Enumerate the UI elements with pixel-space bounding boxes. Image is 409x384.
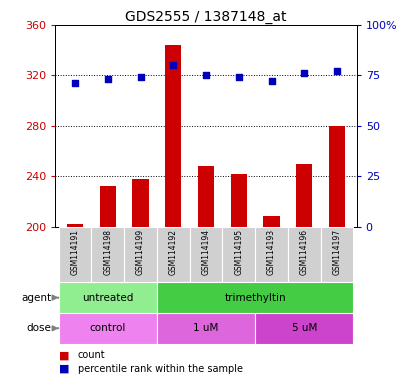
Bar <box>295 164 312 227</box>
Point <box>72 80 78 86</box>
Text: percentile rank within the sample: percentile rank within the sample <box>78 364 242 374</box>
Bar <box>58 227 91 282</box>
Text: GSM114194: GSM114194 <box>201 229 210 275</box>
Text: GSM114193: GSM114193 <box>266 229 275 275</box>
Bar <box>254 313 353 344</box>
Point <box>104 76 111 83</box>
Bar <box>328 126 344 227</box>
Bar <box>67 224 83 227</box>
Text: count: count <box>78 350 105 360</box>
Bar <box>263 217 279 227</box>
Text: agent: agent <box>21 293 51 303</box>
Bar <box>157 313 254 344</box>
Bar <box>230 174 246 227</box>
Bar <box>58 313 157 344</box>
Text: GSM114196: GSM114196 <box>299 229 308 275</box>
Point <box>170 62 176 68</box>
Text: GSM114198: GSM114198 <box>103 229 112 275</box>
Text: 1 uM: 1 uM <box>193 323 218 333</box>
Title: GDS2555 / 1387148_at: GDS2555 / 1387148_at <box>125 10 286 24</box>
Bar <box>165 45 181 227</box>
Bar <box>91 227 124 282</box>
Bar <box>189 227 222 282</box>
Bar <box>222 227 254 282</box>
Point <box>300 70 307 76</box>
Text: untreated: untreated <box>82 293 133 303</box>
Text: GSM114192: GSM114192 <box>169 229 178 275</box>
Text: control: control <box>89 323 126 333</box>
Point <box>137 74 144 81</box>
Text: dose: dose <box>26 323 51 333</box>
Bar <box>124 227 157 282</box>
Text: GSM114197: GSM114197 <box>332 229 341 275</box>
Bar <box>254 227 287 282</box>
Bar <box>99 186 116 227</box>
Point <box>333 68 339 74</box>
Text: GSM114195: GSM114195 <box>234 229 243 275</box>
Point <box>202 72 209 78</box>
Text: GSM114199: GSM114199 <box>136 229 145 275</box>
Text: ■: ■ <box>59 350 70 360</box>
Bar <box>157 282 353 313</box>
Bar <box>287 227 320 282</box>
Text: 5 uM: 5 uM <box>291 323 316 333</box>
Bar <box>58 282 157 313</box>
Bar <box>132 179 148 227</box>
Bar <box>198 166 213 227</box>
Point <box>235 74 241 81</box>
Text: trimethyltin: trimethyltin <box>224 293 285 303</box>
Text: GSM114191: GSM114191 <box>70 229 79 275</box>
Bar <box>157 227 189 282</box>
Bar <box>320 227 353 282</box>
Point <box>267 78 274 84</box>
Text: ■: ■ <box>59 364 70 374</box>
